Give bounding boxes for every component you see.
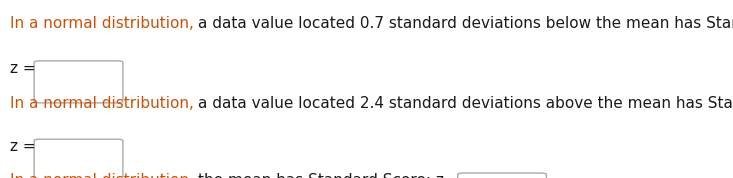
Text: a data value located 0.7 standard deviations below the mean has Standard Score:: a data value located 0.7 standard deviat…	[199, 16, 733, 31]
Text: In a normal distribution,: In a normal distribution,	[10, 96, 199, 111]
FancyBboxPatch shape	[457, 173, 546, 178]
FancyBboxPatch shape	[34, 139, 123, 178]
Text: In a normal distribution,: In a normal distribution,	[10, 173, 199, 178]
FancyBboxPatch shape	[34, 61, 123, 103]
Text: z =: z =	[10, 61, 40, 75]
Text: a data value located 2.4 standard deviations above the mean has Standard Score:: a data value located 2.4 standard deviat…	[199, 96, 733, 111]
Text: z =: z =	[10, 139, 40, 154]
Text: In a normal distribution,: In a normal distribution,	[10, 16, 199, 31]
Text: the mean has Standard Score: z =: the mean has Standard Score: z =	[199, 173, 460, 178]
